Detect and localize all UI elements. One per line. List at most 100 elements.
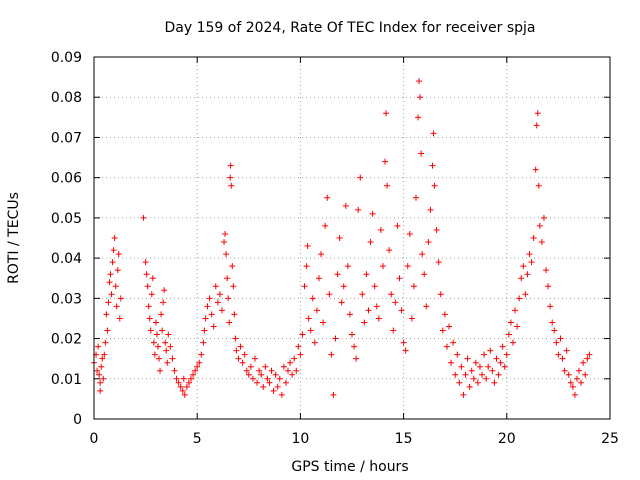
data-point [142, 259, 149, 266]
data-point [151, 351, 158, 358]
data-point [143, 271, 150, 278]
data-point [188, 375, 195, 382]
data-point [430, 130, 437, 137]
data-point [179, 387, 186, 394]
data-point [116, 315, 123, 322]
y-tick-label: 0.02 [51, 332, 82, 348]
data-point [303, 263, 310, 270]
x-axis-label: GPS time / hours [291, 459, 408, 475]
data-point [533, 122, 540, 129]
data-point [404, 263, 411, 270]
data-point [549, 319, 556, 326]
data-point [285, 367, 292, 374]
data-point [394, 222, 401, 229]
data-point [501, 363, 508, 370]
data-point [540, 214, 547, 221]
data-point [338, 299, 345, 306]
data-point [499, 343, 506, 350]
data-point [555, 351, 562, 358]
data-point [363, 271, 370, 278]
data-point [377, 226, 384, 233]
data-point [429, 162, 436, 169]
data-point [287, 359, 294, 366]
data-point [528, 259, 535, 266]
data-point [512, 307, 519, 314]
data-point [320, 319, 327, 326]
data-point [100, 375, 107, 382]
data-point [474, 379, 481, 386]
data-point [415, 114, 422, 121]
data-point [297, 351, 304, 358]
grid-lines [94, 57, 610, 419]
data-point [526, 251, 533, 258]
data-point [223, 251, 230, 258]
data-point [276, 375, 283, 382]
data-point [109, 259, 116, 266]
data-point [423, 303, 430, 310]
data-point [97, 387, 104, 394]
y-tick-labels: 0 0.01 0.02 0.03 0.04 0.05 0.06 0.07 0.08 0.09 [51, 50, 82, 428]
plot-frame [93, 56, 611, 420]
data-point [94, 367, 101, 374]
data-point [164, 359, 171, 366]
data-point [456, 379, 463, 386]
data-point [524, 271, 531, 278]
data-point [361, 319, 368, 326]
data-point [239, 359, 246, 366]
data-point [351, 343, 358, 350]
data-point [576, 367, 583, 374]
data-point [237, 343, 244, 350]
data-point [274, 383, 281, 390]
data-point [146, 315, 153, 322]
data-point [110, 247, 117, 254]
data-point [311, 339, 318, 346]
data-point [114, 267, 121, 274]
data-point [392, 299, 399, 306]
data-point [398, 307, 405, 314]
data-point [214, 299, 221, 306]
data-point [330, 391, 337, 398]
data-point [102, 339, 109, 346]
data-point [222, 230, 229, 237]
data-point [382, 158, 389, 165]
data-point [402, 347, 409, 354]
data-point [468, 367, 475, 374]
data-point [115, 251, 122, 258]
data-point [153, 331, 160, 338]
data-point [158, 311, 165, 318]
data-point [446, 323, 453, 330]
data-point [410, 283, 417, 290]
data-point [520, 263, 527, 270]
data-point [227, 162, 234, 169]
data-point [416, 78, 423, 85]
data-point [157, 367, 164, 374]
data-point [307, 327, 314, 334]
x-tick-labels: 0 5 10 15 20 25 [90, 431, 619, 447]
data-point [417, 94, 424, 101]
data-point [425, 239, 432, 246]
y-tick-label: 0.03 [51, 291, 82, 307]
data-point [371, 283, 378, 290]
data-point [443, 343, 450, 350]
data-point [534, 110, 541, 117]
data-point [419, 251, 426, 258]
data-point [111, 235, 118, 241]
data-point [154, 343, 161, 350]
data-point [291, 355, 298, 362]
data-point [470, 375, 477, 382]
data-point [160, 299, 167, 306]
data-point [557, 335, 564, 342]
data-point [103, 311, 110, 318]
data-point [336, 235, 343, 241]
y-tick-label: 0.04 [51, 251, 82, 267]
data-point [485, 363, 492, 370]
axis-ticks [93, 56, 611, 420]
y-tick-label: 0.06 [51, 171, 82, 187]
data-point [101, 351, 108, 358]
data-point [175, 379, 182, 386]
data-point [95, 343, 102, 350]
data-point [108, 291, 115, 298]
data-point [206, 295, 213, 302]
data-point [406, 230, 413, 237]
y-tick-label: 0.08 [51, 90, 82, 106]
